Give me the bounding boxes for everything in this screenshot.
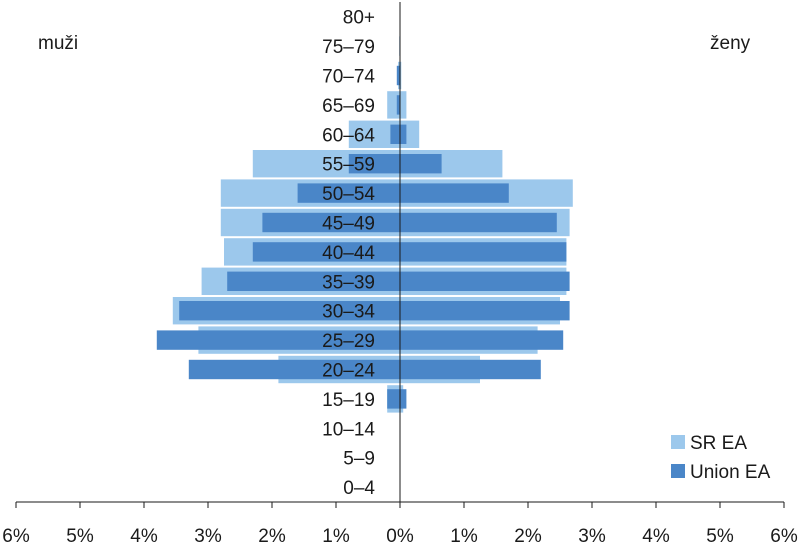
age-label-25-29: 25–29	[322, 331, 375, 352]
bar-sr-ea-zeny-65-69	[400, 91, 407, 119]
legend: SR EA Union EA	[671, 433, 771, 483]
bar-union-ea-muzi-45-49	[262, 212, 400, 233]
age-label-50-54: 50–54	[322, 184, 375, 205]
x-tick-label: 3%	[194, 526, 222, 547]
x-tick-label: 1%	[322, 526, 350, 547]
x-tick-label: 5%	[706, 526, 734, 547]
x-tick-label: 4%	[642, 526, 670, 547]
bar-union-ea-muzi-50-54	[297, 183, 400, 203]
bar-union-ea-zeny-15-19	[400, 389, 407, 409]
x-tick-label: 2%	[258, 526, 286, 547]
bar-union-ea-muzi-40-44	[252, 242, 400, 262]
bar-union-ea-muzi-60-64	[390, 124, 400, 144]
age-label-45-49: 45–49	[322, 214, 375, 235]
legend-swatch-sr-ea	[671, 435, 685, 449]
bar-union-ea-zeny-55-59	[400, 154, 442, 174]
age-label-55-59: 55–59	[322, 155, 375, 176]
age-label-35-39: 35–39	[322, 272, 375, 293]
x-tick-label: 6%	[770, 526, 798, 547]
bar-sr-ea-zeny-70-74	[400, 61, 402, 90]
x-tick-label: 1%	[450, 526, 478, 547]
age-label-20-24: 20–24	[322, 361, 375, 382]
x-tick-label: 3%	[578, 526, 606, 547]
age-label-65-69: 65–69	[322, 96, 375, 117]
age-label-5-9: 5–9	[343, 449, 375, 470]
age-label-30-34: 30–34	[322, 302, 375, 323]
bar-union-ea-muzi-35-39	[227, 271, 400, 291]
bar-union-ea-muzi-25-29	[156, 330, 400, 350]
age-label-75-79: 75–79	[322, 37, 375, 58]
age-label-10-14: 10–14	[322, 419, 375, 440]
age-label-60-64: 60–64	[322, 125, 375, 146]
bar-union-ea-zeny-40-44	[400, 242, 567, 262]
bar-union-ea-zeny-20-24	[400, 359, 541, 380]
x-tick-label: 4%	[130, 526, 158, 547]
left-side-label: muži	[38, 33, 78, 54]
bar-union-ea-zeny-30-34	[400, 301, 570, 321]
bar-union-ea-muzi-55-59	[348, 154, 400, 174]
legend-label-sr-ea: SR EA	[690, 433, 747, 454]
legend-label-union-ea: Union EA	[690, 462, 771, 483]
bar-union-ea-zeny-35-39	[400, 271, 570, 291]
series-union-ea-bars	[156, 36, 570, 409]
bar-union-ea-zeny-25-29	[400, 330, 564, 350]
x-tick-label: 0%	[386, 526, 414, 547]
age-label-80: 80+	[343, 8, 375, 29]
bar-union-ea-muzi-70-74	[396, 65, 400, 86]
age-label-15-19: 15–19	[322, 390, 375, 411]
bar-union-ea-zeny-60-64	[400, 124, 407, 144]
bar-union-ea-muzi-65-69	[396, 95, 400, 115]
age-label-0-4: 0–4	[343, 478, 375, 499]
age-group-labels: 80+ 75–79 70–74 65–69 60–64 55–59 50–54 45–49 40…	[322, 8, 375, 499]
legend-swatch-union-ea	[671, 464, 685, 478]
bar-union-ea-muzi-30-34	[179, 301, 400, 321]
age-label-40-44: 40–44	[322, 243, 375, 264]
bar-union-ea-muzi-15-19	[387, 389, 400, 409]
bar-union-ea-zeny-50-54	[400, 183, 509, 203]
bar-union-ea-muzi-20-24	[188, 359, 400, 380]
age-label-70-74: 70–74	[322, 67, 375, 88]
right-side-label: ženy	[710, 33, 751, 54]
x-axis-ticks: 6% 5% 4% 3% 2% 1% 0% 1% 2% 3% 4% 5% 6%	[2, 502, 798, 547]
x-tick-label: 5%	[66, 526, 94, 547]
bar-union-ea-zeny-45-49	[400, 212, 557, 233]
x-tick-label: 2%	[514, 526, 542, 547]
x-tick-label: 6%	[2, 526, 30, 547]
